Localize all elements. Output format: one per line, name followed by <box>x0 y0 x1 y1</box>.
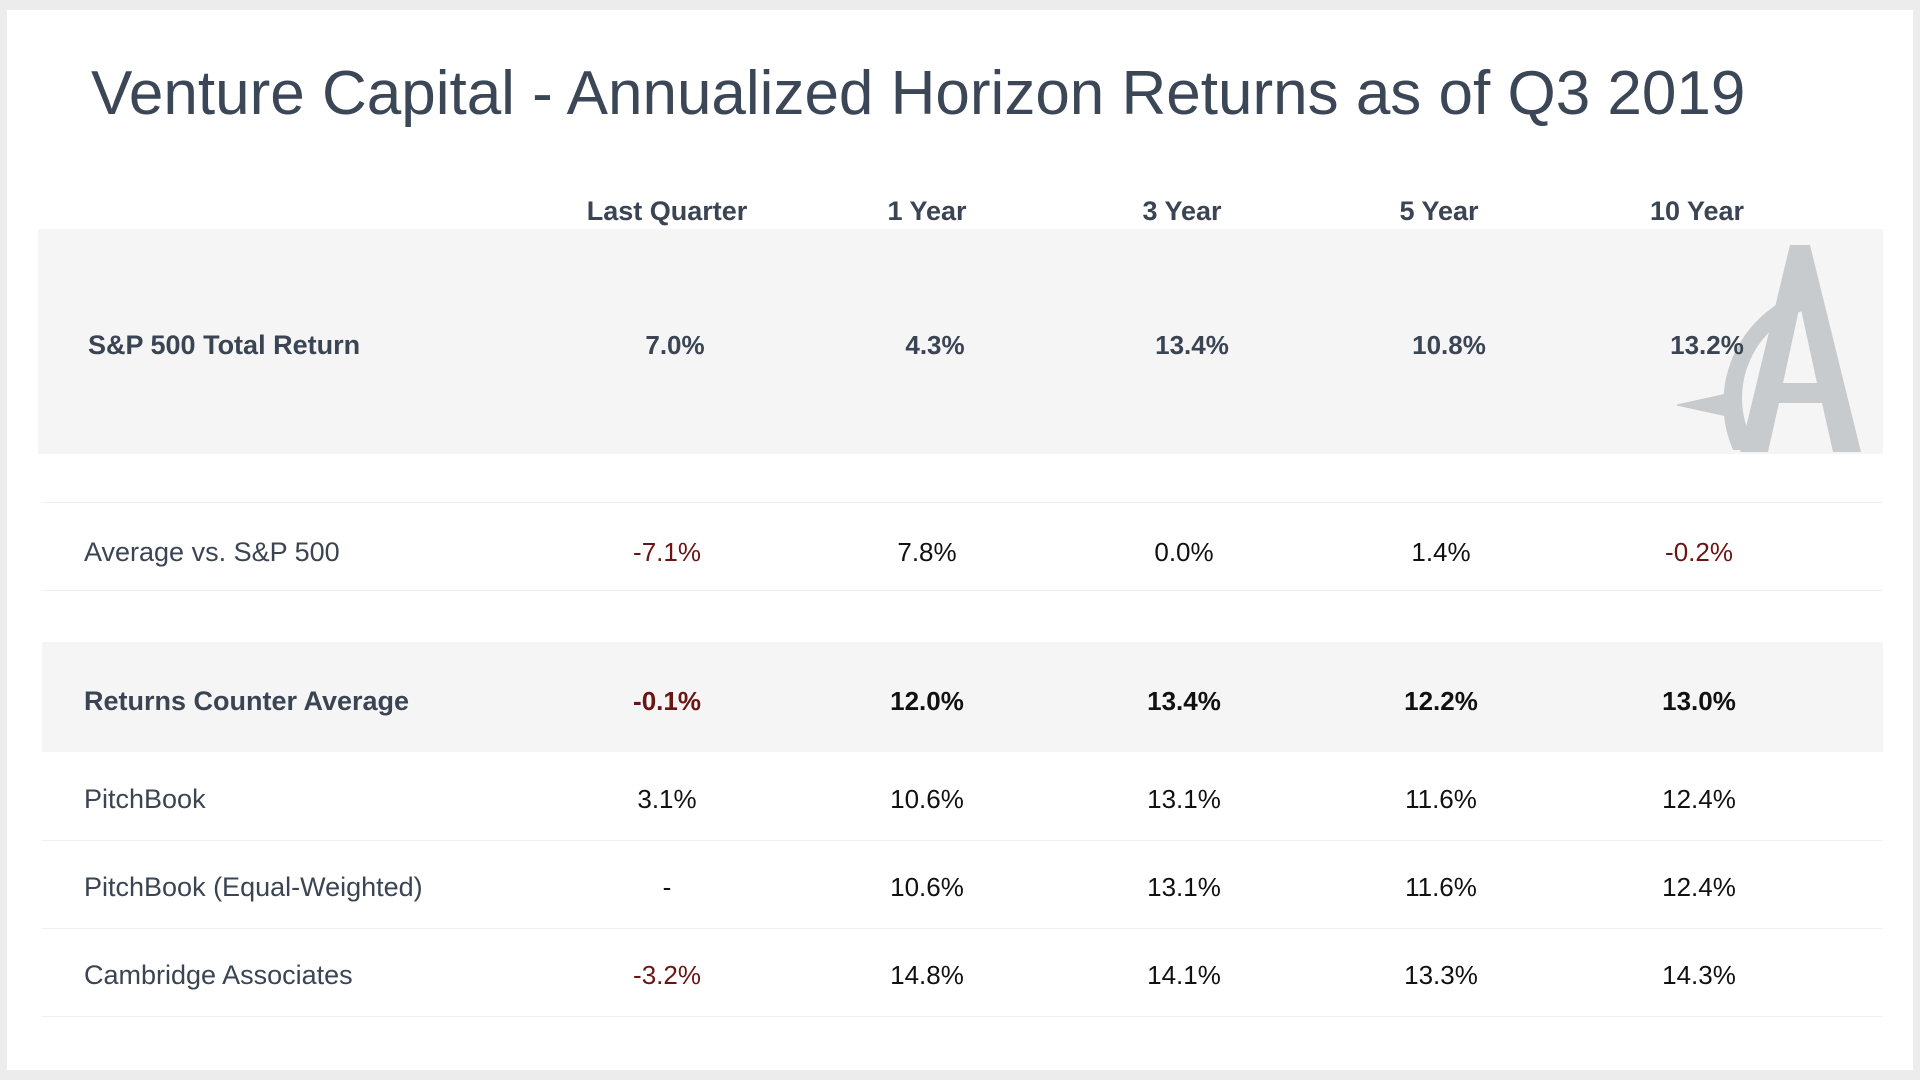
sp500-row-band <box>38 229 1883 454</box>
pitchbook-row-cell: 12.4% <box>1662 784 1736 814</box>
avg-vs-sp500-row-label: Average vs. S&P 500 <box>84 537 340 567</box>
cambridge-associates-row-label: Cambridge Associates <box>84 960 353 990</box>
column-header: 3 Year <box>1142 196 1222 226</box>
avg-vs-sp500-row-cell: 0.0% <box>1154 537 1214 567</box>
sp500-row-cell: 13.2% <box>1670 330 1744 360</box>
pitchbook-equal-weighted-row-cell: 12.4% <box>1662 872 1736 902</box>
sp500-row-label: S&P 500 Total Return <box>88 330 361 360</box>
sp500-row-cell: 7.0% <box>645 330 705 360</box>
row-divider <box>42 928 1883 929</box>
returns-counter-average-row-cell: 12.2% <box>1404 686 1478 716</box>
column-header: Last Quarter <box>586 196 748 226</box>
returns-counter-average-row-cell: 13.4% <box>1147 686 1221 716</box>
sp500-row-cell: 13.4% <box>1155 330 1229 360</box>
avg-vs-sp500-row-cell: 1.4% <box>1411 537 1471 567</box>
cambridge-associates-row-cell: 14.3% <box>1662 960 1736 990</box>
cambridge-associates-row-cell: 14.1% <box>1147 960 1221 990</box>
pitchbook-equal-weighted-row-label: PitchBook (Equal-Weighted) <box>84 872 423 902</box>
pitchbook-equal-weighted-row-cell: 11.6% <box>1405 872 1477 902</box>
returns-counter-average-row-cell: 12.0% <box>890 686 964 716</box>
avg-vs-sp500-row-cell: -0.2% <box>1665 537 1733 567</box>
row-divider <box>42 502 1883 503</box>
row-divider <box>42 1016 1883 1017</box>
compass-logo-watermark <box>1677 245 1861 452</box>
column-header: 5 Year <box>1399 196 1479 226</box>
row-divider <box>42 590 1883 591</box>
returns-counter-average-row-label: Returns Counter Average <box>84 686 410 716</box>
row-divider <box>42 840 1883 841</box>
returns-card: Venture Capital - Annualized Horizon Ret… <box>7 10 1913 1070</box>
pitchbook-row-cell: 11.6% <box>1405 784 1477 814</box>
pitchbook-equal-weighted-row-cell: - <box>662 872 672 902</box>
pitchbook-row-label: PitchBook <box>84 784 206 814</box>
returns-counter-average-row-cell: -0.1% <box>633 686 701 716</box>
pitchbook-equal-weighted-row-cell: 13.1% <box>1147 872 1221 902</box>
sp500-row-cell: 10.8% <box>1412 330 1486 360</box>
pitchbook-row-cell: 10.6% <box>890 784 964 814</box>
cambridge-associates-row-cell: -3.2% <box>633 960 701 990</box>
page-title: Venture Capital - Annualized Horizon Ret… <box>91 59 1746 128</box>
cambridge-associates-row-cell: 14.8% <box>890 960 964 990</box>
avg-vs-sp500-row-cell: -7.1% <box>633 537 701 567</box>
cambridge-associates-row-cell: 13.3% <box>1404 960 1478 990</box>
pitchbook-row-cell: 13.1% <box>1147 784 1221 814</box>
average-row-band <box>42 642 1883 752</box>
avg-vs-sp500-row-cell: 7.8% <box>897 537 957 567</box>
pitchbook-row-cell: 3.1% <box>637 784 697 814</box>
sp500-row-cell: 4.3% <box>905 330 965 360</box>
returns-counter-average-row-cell: 13.0% <box>1662 686 1736 716</box>
pitchbook-equal-weighted-row-cell: 10.6% <box>890 872 964 902</box>
column-header: 10 Year <box>1649 196 1745 226</box>
column-header: 1 Year <box>887 196 967 226</box>
